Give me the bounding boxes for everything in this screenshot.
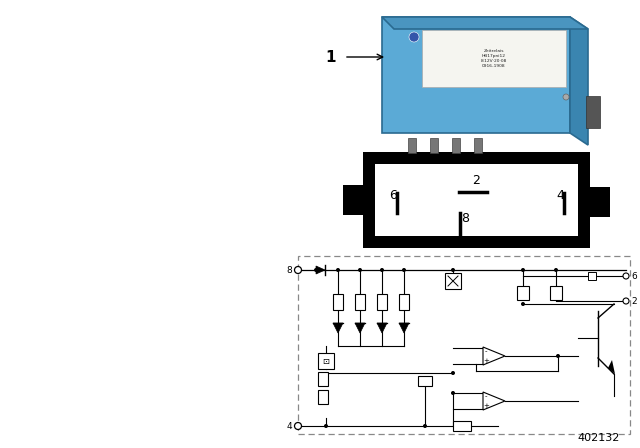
Polygon shape bbox=[608, 360, 615, 374]
Bar bbox=[453, 421, 471, 431]
Bar bbox=[333, 294, 343, 310]
Text: 6: 6 bbox=[631, 271, 637, 280]
Bar bbox=[298, 256, 630, 434]
Circle shape bbox=[314, 268, 318, 272]
Bar bbox=[588, 272, 596, 280]
Polygon shape bbox=[382, 17, 570, 133]
Text: 2: 2 bbox=[472, 173, 481, 186]
Circle shape bbox=[423, 424, 427, 428]
Circle shape bbox=[402, 268, 406, 272]
Bar bbox=[422, 30, 566, 87]
Polygon shape bbox=[333, 323, 343, 333]
Polygon shape bbox=[316, 266, 325, 274]
Text: 2: 2 bbox=[631, 297, 637, 306]
Text: 402132: 402132 bbox=[578, 433, 620, 443]
Text: -: - bbox=[484, 393, 487, 400]
Circle shape bbox=[451, 268, 455, 272]
Circle shape bbox=[409, 32, 419, 42]
Text: -: - bbox=[484, 349, 487, 354]
Polygon shape bbox=[570, 17, 588, 145]
Bar bbox=[578, 187, 610, 217]
Bar bbox=[399, 294, 409, 310]
Circle shape bbox=[623, 298, 629, 304]
Circle shape bbox=[358, 268, 362, 272]
Text: 4: 4 bbox=[556, 189, 564, 202]
Text: +: + bbox=[483, 402, 489, 409]
Bar bbox=[418, 376, 432, 386]
Bar bbox=[343, 185, 375, 215]
Text: 8: 8 bbox=[461, 211, 469, 224]
Text: 6: 6 bbox=[389, 189, 397, 202]
Bar bbox=[550, 286, 562, 300]
Bar bbox=[445, 273, 461, 289]
Bar bbox=[318, 353, 334, 369]
Circle shape bbox=[521, 302, 525, 306]
Bar bbox=[517, 286, 529, 300]
Polygon shape bbox=[355, 323, 365, 333]
Text: Zeitrelais
HB17pni12
8·12V·20·08
0916-1908: Zeitrelais HB17pni12 8·12V·20·08 0916-19… bbox=[481, 49, 507, 68]
Text: +: + bbox=[483, 358, 489, 363]
Text: ⊡: ⊡ bbox=[323, 357, 330, 366]
Circle shape bbox=[380, 268, 384, 272]
Circle shape bbox=[521, 268, 525, 272]
Bar bbox=[377, 294, 387, 310]
Polygon shape bbox=[382, 17, 588, 29]
Circle shape bbox=[451, 391, 455, 395]
Circle shape bbox=[554, 268, 558, 272]
Bar bbox=[355, 294, 365, 310]
Circle shape bbox=[556, 354, 560, 358]
Bar bbox=[363, 152, 590, 248]
Circle shape bbox=[294, 267, 301, 273]
Polygon shape bbox=[377, 323, 387, 333]
Bar bbox=[375, 164, 578, 236]
Polygon shape bbox=[483, 347, 505, 365]
Circle shape bbox=[563, 94, 569, 100]
Bar bbox=[318, 390, 328, 404]
Bar bbox=[586, 96, 600, 128]
Text: 8: 8 bbox=[286, 266, 292, 275]
Bar bbox=[408, 138, 416, 153]
Circle shape bbox=[294, 422, 301, 430]
Polygon shape bbox=[399, 323, 409, 333]
Bar bbox=[452, 138, 460, 153]
Text: 1: 1 bbox=[326, 49, 336, 65]
Circle shape bbox=[451, 371, 455, 375]
Circle shape bbox=[623, 273, 629, 279]
Bar bbox=[430, 138, 438, 153]
Polygon shape bbox=[483, 392, 505, 410]
Circle shape bbox=[336, 268, 340, 272]
Circle shape bbox=[324, 424, 328, 428]
Bar bbox=[474, 138, 482, 153]
Bar bbox=[318, 372, 328, 386]
Text: 4: 4 bbox=[286, 422, 292, 431]
